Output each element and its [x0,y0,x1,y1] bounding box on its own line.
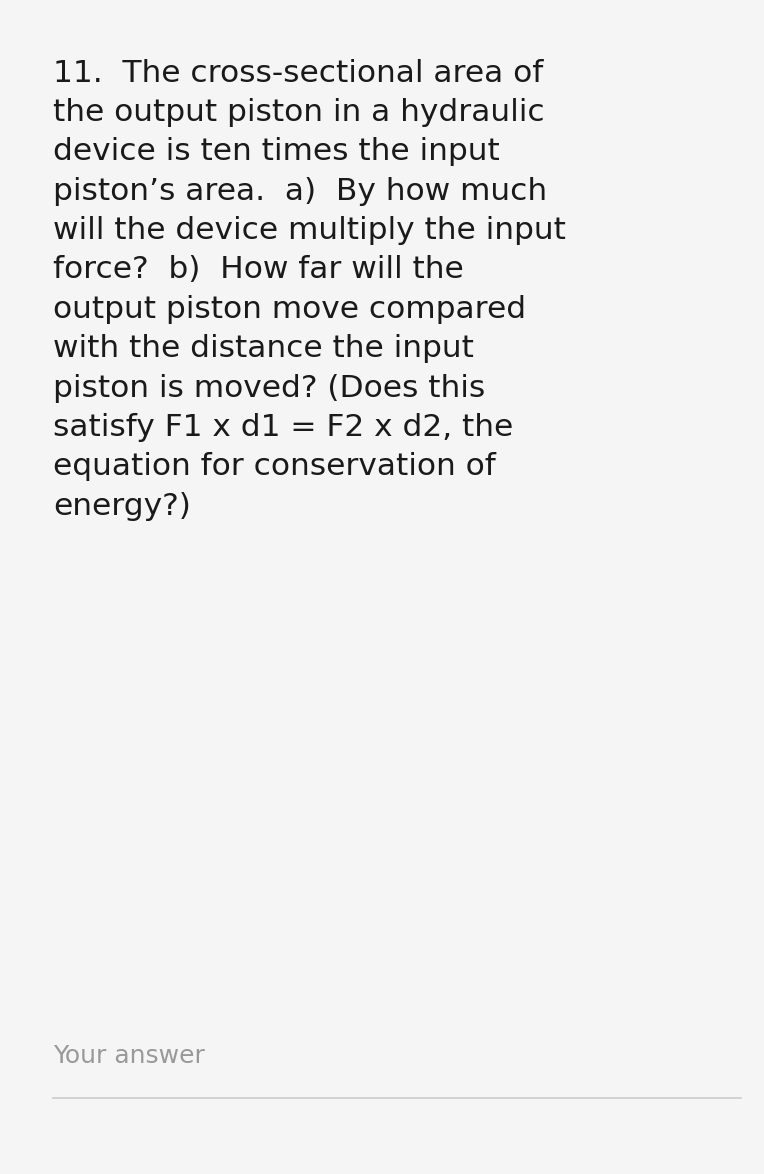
Text: Your answer: Your answer [53,1045,206,1068]
Text: 11.  The cross-sectional area of
the output piston in a hydraulic
device is ten : 11. The cross-sectional area of the outp… [53,59,566,520]
